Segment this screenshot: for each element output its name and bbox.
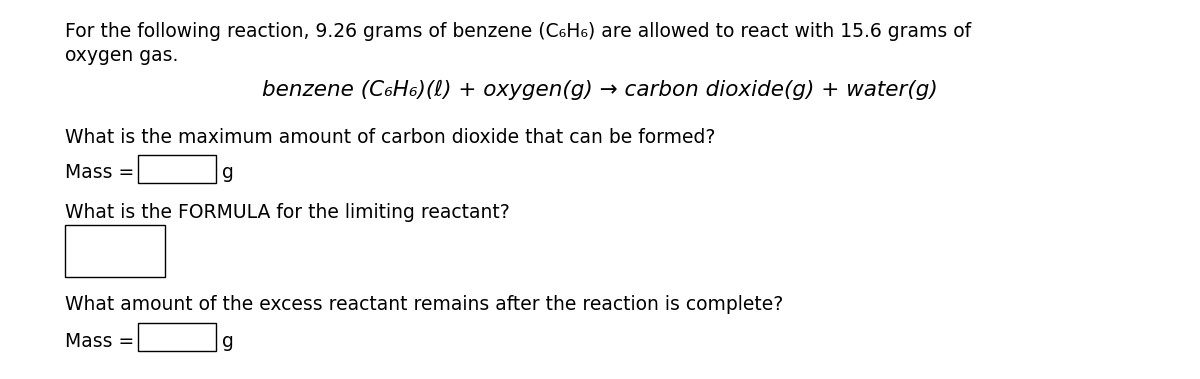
Bar xyxy=(138,323,216,351)
Text: Mass =: Mass = xyxy=(65,163,134,182)
Text: What amount of the excess reactant remains after the reaction is complete?: What amount of the excess reactant remai… xyxy=(65,295,784,314)
Text: For the following reaction, 9.26 grams of benzene (C₆H₆) are allowed to react wi: For the following reaction, 9.26 grams o… xyxy=(65,22,971,41)
Text: What is the maximum amount of carbon dioxide that can be formed?: What is the maximum amount of carbon dio… xyxy=(65,128,715,147)
Text: g: g xyxy=(222,163,234,182)
Bar xyxy=(65,225,166,277)
Text: g: g xyxy=(222,332,234,351)
Text: Mass =: Mass = xyxy=(65,332,134,351)
Text: oxygen gas.: oxygen gas. xyxy=(65,46,179,65)
Text: What is the FORMULA for the limiting reactant?: What is the FORMULA for the limiting rea… xyxy=(65,203,510,222)
Text: benzene (C₆H₆)(ℓ) + oxygen(g) → carbon dioxide(g) + water(g): benzene (C₆H₆)(ℓ) + oxygen(g) → carbon d… xyxy=(262,80,938,100)
Bar xyxy=(138,155,216,183)
